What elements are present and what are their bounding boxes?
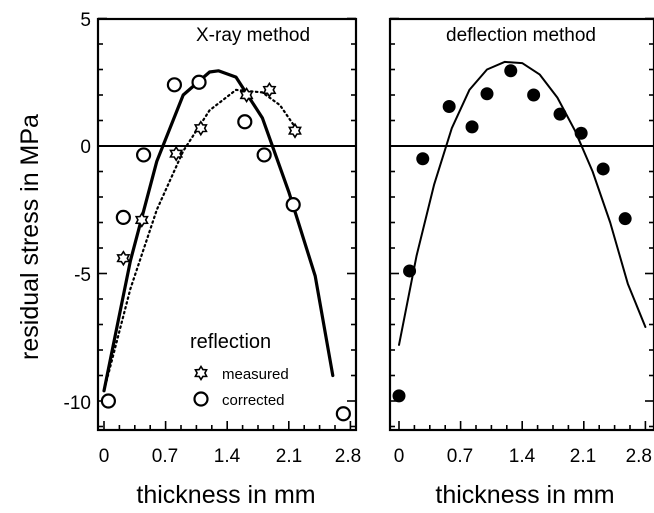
open-circle-marker xyxy=(136,147,152,163)
panel-xray: 5 0 -5 -10 0 0.7 1.4 2.1 2.8 X-ray metho… xyxy=(64,10,362,509)
y-tick-label-5: 5 xyxy=(80,10,91,31)
legend-label-measured: measured xyxy=(222,366,289,383)
open-circle-marker xyxy=(335,406,351,422)
legend-label-corrected: corrected xyxy=(222,392,285,409)
y-ticks xyxy=(390,17,654,428)
panel-title: X-ray method xyxy=(196,25,310,46)
legend-star-icon xyxy=(194,364,208,382)
y-tick-label-minus5: -5 xyxy=(74,265,91,286)
open-circle-marker xyxy=(166,77,182,93)
x-tick-label: 0.7 xyxy=(152,446,178,467)
fit-curves xyxy=(398,60,647,346)
open-circle-marker xyxy=(256,147,272,163)
x-tick-label: 2.1 xyxy=(276,446,302,467)
x-tick-label: 1.4 xyxy=(214,446,241,467)
y-tick-label-0: 0 xyxy=(80,137,91,158)
y-axis-label: residual stress in MPa xyxy=(16,114,44,360)
filled-circle-marker xyxy=(504,64,518,78)
filled-circle-marker xyxy=(442,99,456,113)
filled-circle-marker xyxy=(574,126,588,140)
legend-star-shape xyxy=(194,364,208,382)
star-marker xyxy=(239,86,254,104)
fit-curves xyxy=(102,69,335,393)
y-tick-label-minus10: -10 xyxy=(64,393,91,414)
data-points xyxy=(100,74,351,422)
filled-circle-marker xyxy=(465,120,479,134)
x-tick-label: 2.8 xyxy=(335,446,361,467)
x-tick-label: 0 xyxy=(99,446,110,467)
panel-title: deflection method xyxy=(446,25,596,46)
filled-circle-marker xyxy=(618,212,632,226)
filled-circle-marker xyxy=(596,162,610,176)
data-points xyxy=(392,64,632,403)
panel-frame xyxy=(388,17,654,432)
legend-title: reflection xyxy=(190,331,271,353)
filled-circle-marker xyxy=(403,264,417,278)
x-tick-label: 0.7 xyxy=(447,446,473,467)
panel-deflection: 0 0.7 1.4 2.1 2.8 deflection method thic… xyxy=(388,17,654,509)
open-circle-marker xyxy=(285,197,301,213)
x-ticks xyxy=(103,421,352,430)
star-marker xyxy=(134,211,149,228)
x-tick-label: 2.8 xyxy=(626,446,652,467)
x-tick-label: 1.4 xyxy=(509,446,536,467)
open-circle-marker xyxy=(191,74,207,90)
star-marker xyxy=(169,145,184,162)
fit-curve xyxy=(102,88,299,392)
star-marker xyxy=(262,81,277,98)
x-ticks xyxy=(398,421,647,430)
fit-curve xyxy=(398,60,647,346)
open-circle-marker xyxy=(100,393,117,409)
star-marker xyxy=(193,120,208,137)
star-marker xyxy=(116,250,131,267)
legend: reflection measured corrected xyxy=(190,331,289,409)
x-tick-label: 0 xyxy=(394,446,405,467)
x-axis-label: thickness in mm xyxy=(136,481,315,509)
open-circle-marker xyxy=(237,114,253,130)
open-circle-marker xyxy=(115,209,131,225)
star-marker xyxy=(287,122,302,139)
fit-curve xyxy=(102,69,335,393)
filled-circle-marker xyxy=(553,107,567,121)
x-tick-label: 2.1 xyxy=(570,446,596,467)
x-axis-label: thickness in mm xyxy=(435,481,614,509)
filled-circle-marker xyxy=(392,389,406,403)
filled-circle-marker xyxy=(416,152,430,166)
filled-circle-marker xyxy=(527,88,541,102)
filled-circle-marker xyxy=(480,87,494,101)
legend-circle-icon xyxy=(193,391,209,407)
